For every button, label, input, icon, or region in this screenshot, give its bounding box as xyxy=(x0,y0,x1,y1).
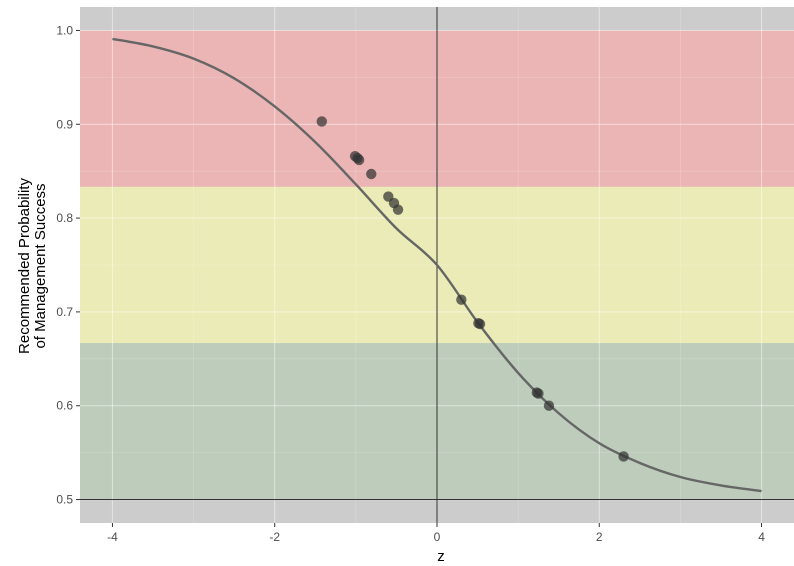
data-point-4 xyxy=(366,168,377,180)
data-point-13 xyxy=(543,400,555,411)
data-point-7 xyxy=(392,204,404,215)
data-point-0 xyxy=(316,116,327,127)
y-axis-ticks: 0.5 0.6 0.7 0.8 0.9 1.0 xyxy=(56,23,80,507)
y-axis-title-line-2: of Management Success xyxy=(32,183,49,348)
y-tick-label-5: 1.0 xyxy=(56,23,73,37)
y-tick-label-4: 0.9 xyxy=(56,117,73,131)
y-tick-label-0: 0.5 xyxy=(56,493,73,507)
y-tick-label-1: 0.6 xyxy=(56,399,73,413)
x-axis-title: z xyxy=(437,548,445,565)
data-point-14 xyxy=(618,451,629,462)
y-tick-label-3: 0.8 xyxy=(56,211,73,225)
data-point-12 xyxy=(533,388,544,399)
data-points xyxy=(316,116,629,462)
x-tick-label-2: 0 xyxy=(434,530,441,544)
data-point-3 xyxy=(353,154,365,166)
y-axis-title: Recommended Probability of Management Su… xyxy=(16,178,49,354)
x-tick-label-4: 4 xyxy=(758,530,765,544)
x-tick-label-3: 2 xyxy=(596,530,603,544)
logistic-curve xyxy=(112,37,762,493)
data-point-10 xyxy=(474,318,486,330)
x-axis-ticks: -4 -2 0 2 4 xyxy=(107,523,765,544)
x-tick-label-0: -4 xyxy=(107,530,118,544)
y-tick-label-2: 0.7 xyxy=(56,305,73,319)
y-axis-title-line-1: Recommended Probability xyxy=(16,178,33,354)
data-point-8 xyxy=(456,294,467,305)
x-tick-label-1: -2 xyxy=(269,530,280,544)
